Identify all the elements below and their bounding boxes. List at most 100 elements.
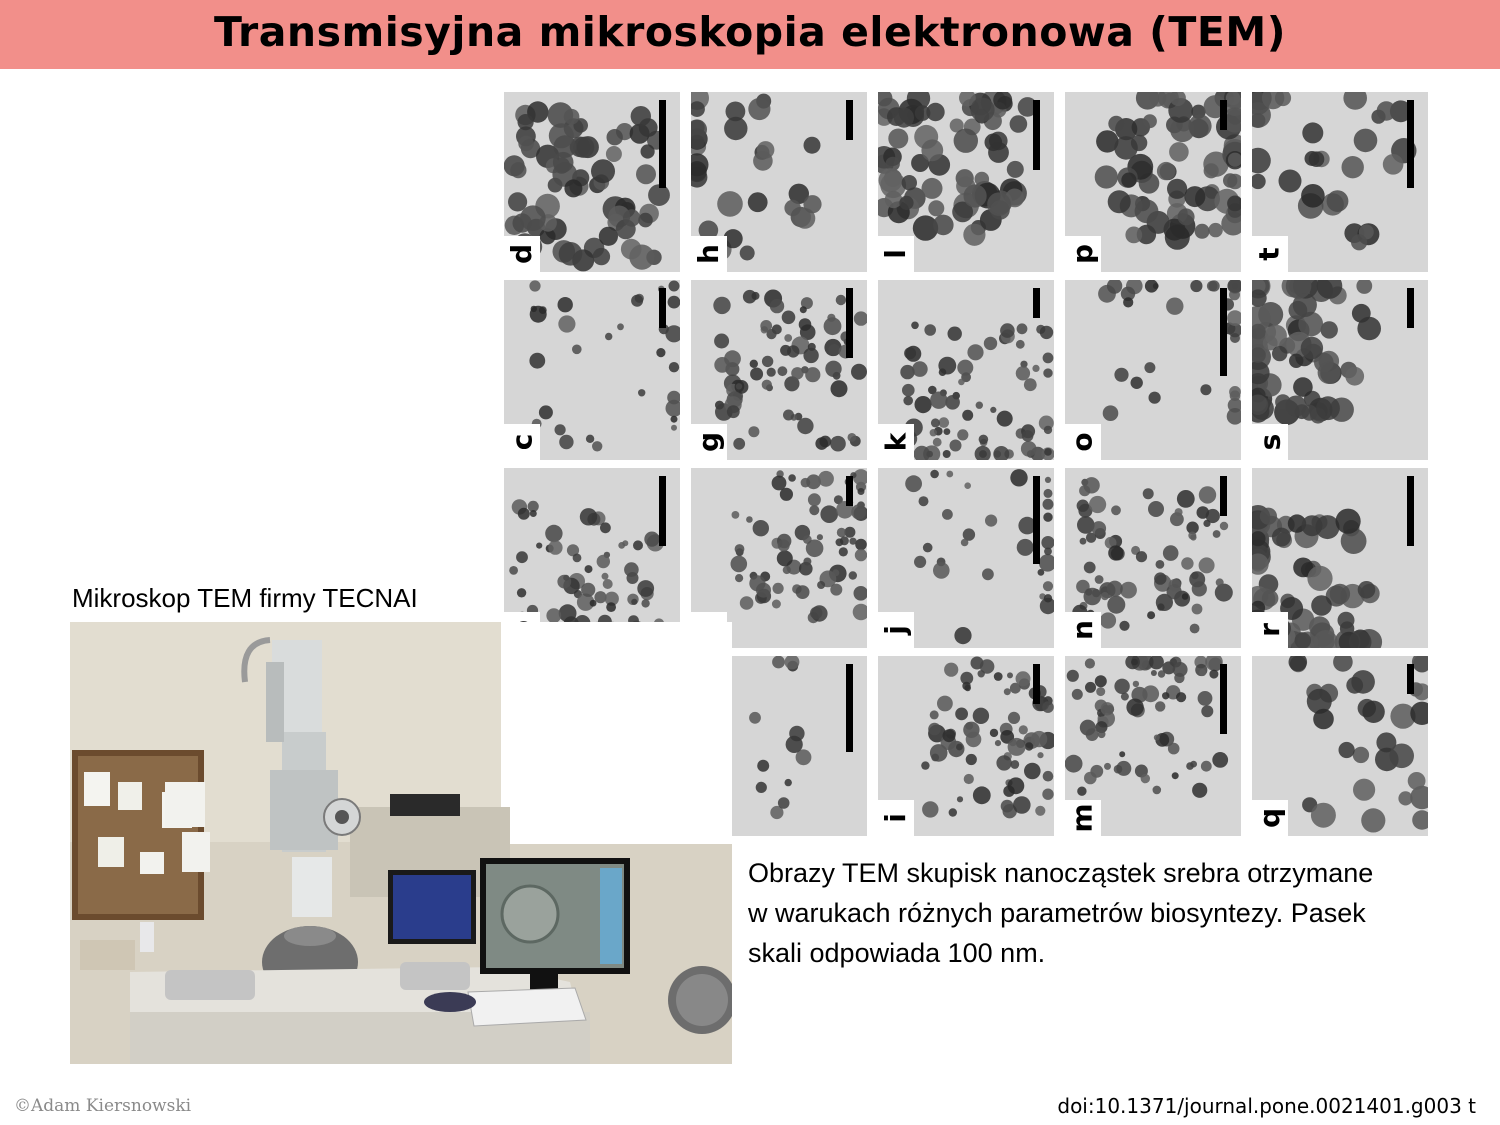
tem-panel-o: o — [1065, 280, 1241, 460]
nanoparticle — [1078, 503, 1093, 518]
nanoparticle — [947, 326, 962, 341]
nanoparticle — [1200, 760, 1212, 772]
nanoparticle — [644, 531, 660, 547]
nanoparticle — [1085, 728, 1099, 741]
nanoparticle — [803, 347, 819, 364]
nanoparticle — [1219, 521, 1229, 531]
nanoparticle — [698, 220, 719, 241]
nanoparticle — [620, 238, 642, 260]
nanoparticle — [893, 107, 914, 128]
panel-label: h — [691, 236, 727, 272]
nanoparticle — [1120, 286, 1136, 301]
nanoparticle — [901, 175, 917, 191]
nanoparticle — [817, 581, 826, 589]
nanoparticle — [1150, 670, 1157, 676]
nanoparticle — [805, 367, 821, 383]
nanoparticle — [1285, 395, 1307, 417]
nanoparticle — [1135, 551, 1148, 563]
nanoparticle — [1140, 773, 1150, 784]
nanoparticle — [928, 722, 941, 736]
nanoparticle — [1191, 603, 1203, 615]
nanoparticle — [1171, 772, 1179, 780]
nanoparticle — [638, 212, 653, 228]
nanoparticle — [1009, 682, 1021, 694]
nanoparticle — [1191, 581, 1207, 597]
nanoparticle — [508, 192, 528, 212]
nanoparticle — [1157, 603, 1165, 611]
nanoparticle — [930, 418, 940, 428]
nanoparticle — [1293, 557, 1313, 578]
nanoparticle — [1252, 394, 1269, 415]
scale-bar — [1407, 476, 1414, 546]
nanoparticle — [1007, 711, 1021, 724]
nanoparticle — [1212, 530, 1221, 538]
nanoparticle — [668, 362, 680, 373]
nanoparticle — [748, 426, 760, 438]
nanoparticle — [912, 361, 928, 377]
nanoparticle — [1155, 560, 1165, 569]
tem-micrograph — [1252, 468, 1428, 648]
nanoparticle — [884, 190, 903, 209]
tem-caption-line: skali odpowiada 100 nm. — [748, 938, 1046, 968]
nanoparticle — [990, 406, 997, 413]
nanoparticle — [828, 344, 841, 356]
nanoparticle — [1285, 280, 1312, 299]
nanoparticle — [1021, 430, 1034, 442]
scale-bar — [1407, 664, 1414, 694]
nanoparticle — [691, 101, 705, 117]
nanoparticle — [1024, 762, 1041, 780]
scale-bar — [659, 288, 666, 328]
nanoparticle — [1315, 515, 1340, 540]
nanoparticle — [554, 424, 566, 436]
nanoparticle — [648, 184, 670, 206]
nanoparticle — [1044, 476, 1052, 483]
panel-label: s — [1252, 424, 1288, 460]
nanoparticle — [756, 582, 771, 598]
nanoparticle — [713, 296, 731, 315]
nanoparticle — [922, 542, 933, 553]
nanoparticle — [960, 671, 974, 685]
nanoparticle — [630, 106, 651, 127]
scale-bar — [1407, 288, 1414, 328]
nanoparticle — [929, 429, 937, 437]
nanoparticle — [731, 511, 740, 519]
nanoparticle — [885, 156, 900, 172]
nanoparticle — [771, 599, 781, 609]
scale-bar — [1220, 100, 1227, 130]
tem-panel-m: m — [1065, 656, 1241, 836]
nanoparticle — [972, 786, 991, 805]
nanoparticle — [1298, 311, 1324, 337]
nanoparticle — [987, 192, 1011, 216]
nanoparticle — [1148, 501, 1164, 517]
nanoparticle — [1168, 578, 1182, 592]
nanoparticle — [1044, 448, 1052, 456]
nanoparticle — [735, 383, 743, 390]
nanoparticle — [1120, 692, 1129, 701]
panel-label: m — [1065, 800, 1101, 836]
doi-footer: doi:10.1371/journal.pone.0021401.g003 t — [1057, 1094, 1476, 1118]
nanoparticle — [1130, 376, 1143, 389]
nanoparticle — [691, 153, 709, 177]
nanoparticle — [755, 781, 767, 793]
nanoparticle — [1032, 364, 1040, 372]
nanoparticle — [730, 555, 748, 573]
nanoparticle — [631, 294, 644, 307]
nanoparticle — [1017, 97, 1038, 117]
tem-panel-t: t — [1252, 92, 1428, 272]
nanoparticle — [591, 159, 615, 184]
nanoparticle — [671, 424, 677, 431]
nanoparticle — [1162, 545, 1179, 561]
nanoparticle — [954, 627, 972, 645]
nanoparticle — [527, 500, 539, 512]
nanoparticle — [880, 172, 907, 199]
nanoparticle — [1153, 734, 1160, 741]
nanoparticle — [1126, 698, 1144, 716]
nanoparticle — [810, 606, 823, 620]
nanoparticle — [1343, 92, 1367, 110]
nanoparticle — [830, 583, 843, 596]
nanoparticle — [1287, 514, 1307, 533]
nanoparticle — [1227, 173, 1241, 190]
nanoparticle — [912, 215, 939, 241]
nanoparticle — [640, 144, 655, 159]
nanoparticle — [1065, 754, 1083, 773]
